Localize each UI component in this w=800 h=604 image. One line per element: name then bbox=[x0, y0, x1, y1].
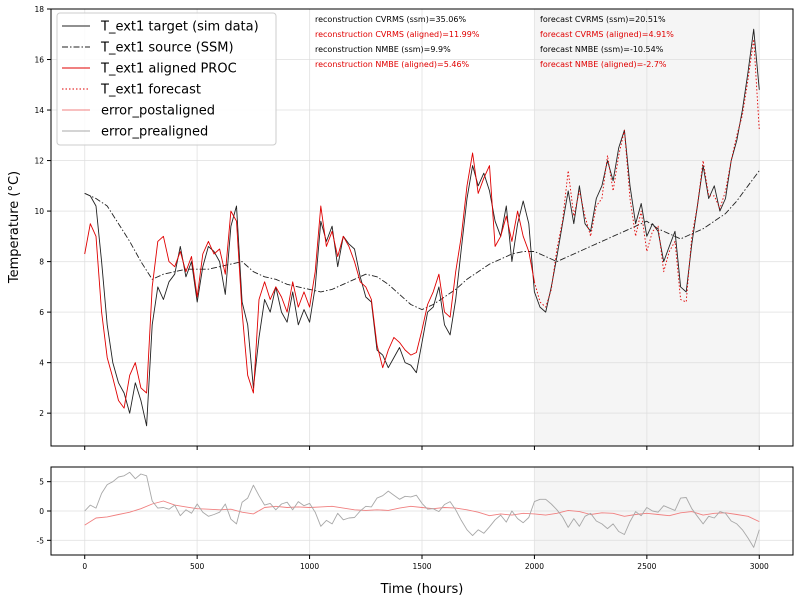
x-tick-label: 3000 bbox=[750, 562, 769, 571]
time-x-axis-label: Time (hours) bbox=[380, 582, 464, 597]
x-tick-label: 1500 bbox=[412, 562, 431, 571]
metric-annotation: forecast NMBE (ssm)=-10.54% bbox=[540, 45, 664, 54]
y-tick-label: 16 bbox=[34, 56, 44, 65]
series-line-error-postaligned bbox=[84, 500, 760, 526]
y-tick-label: 6 bbox=[39, 308, 44, 317]
x-tick-label: 500 bbox=[190, 562, 205, 571]
metric-annotation: reconstruction NMBE (ssm)=9.9% bbox=[315, 45, 451, 54]
temperature-ticks: 2 4 6 8 10 12 14 16 18 bbox=[34, 5, 760, 450]
temperature-panel: 2 4 6 8 10 12 14 16 18 Temperature (°C) reconstr… bbox=[7, 5, 794, 450]
series-line-t-ext1-aligned-proc bbox=[84, 152, 535, 409]
x-tick-label: 2000 bbox=[525, 562, 544, 571]
y-tick-label: 5 bbox=[39, 478, 44, 487]
metric-annotation: reconstruction NMBE (aligned)=5.46% bbox=[315, 60, 470, 69]
y-tick-label: 4 bbox=[39, 359, 44, 368]
y-tick-label: 0 bbox=[39, 507, 44, 516]
error-ticks: 0 500 1000 1500 2000 2500 3000 -5 0 5 bbox=[37, 478, 770, 571]
y-tick-label: 10 bbox=[34, 207, 44, 216]
legend-label: T_ext1 forecast bbox=[100, 83, 201, 98]
legend: T_ext1 target (sim data) T_ext1 source (S… bbox=[56, 12, 277, 146]
error-series bbox=[84, 471, 760, 548]
y-tick-label: 12 bbox=[34, 157, 44, 166]
legend-label: T_ext1 source (SSM) bbox=[100, 41, 234, 56]
error-panel: 0 500 1000 1500 2000 2500 3000 -5 0 5 Time (hours… bbox=[37, 466, 794, 597]
x-tick-label: 0 bbox=[82, 562, 87, 571]
series-line-error-prealigned bbox=[84, 471, 760, 548]
y-tick-label: 18 bbox=[34, 5, 44, 14]
temperature-y-axis-label: Temperature (°C) bbox=[7, 171, 22, 284]
temperature-series bbox=[84, 28, 760, 427]
metric-annotation: forecast CVRMS (ssm)=20.51% bbox=[540, 15, 666, 24]
metric-annotation: reconstruction CVRMS (aligned)=11.99% bbox=[315, 30, 480, 39]
y-tick-label: 2 bbox=[39, 409, 44, 418]
metrics-annotations: reconstruction CVRMS (ssm)=35.06% reconst… bbox=[315, 15, 674, 69]
series-line-t-ext1-forecast bbox=[533, 38, 760, 308]
metric-annotation: forecast CVRMS (aligned)=4.91% bbox=[540, 30, 674, 39]
y-tick-label: 14 bbox=[34, 106, 44, 115]
metric-annotation: reconstruction CVRMS (ssm)=35.06% bbox=[315, 15, 466, 24]
legend-label: T_ext1 aligned PROC bbox=[100, 62, 237, 77]
y-tick-label: 8 bbox=[39, 258, 44, 267]
x-tick-label: 1000 bbox=[300, 562, 319, 571]
y-tick-label: -5 bbox=[37, 536, 45, 545]
legend-label: error_postaligned bbox=[101, 104, 215, 119]
series-line-t-ext1-source-ssm- bbox=[84, 170, 760, 311]
metric-annotation: forecast NMBE (aligned)=-2.7% bbox=[540, 60, 667, 69]
legend-label: T_ext1 target (sim data) bbox=[100, 20, 259, 35]
legend-label: error_prealigned bbox=[101, 125, 208, 140]
series-line-t-ext1-target-sim-data- bbox=[84, 28, 760, 427]
x-tick-label: 2500 bbox=[637, 562, 656, 571]
error-grid bbox=[51, 467, 793, 555]
legend-box bbox=[56, 12, 277, 146]
